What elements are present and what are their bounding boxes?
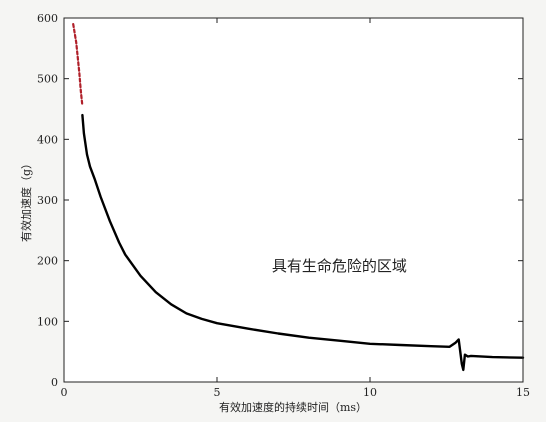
y-tick-label: 100 (37, 315, 58, 328)
x-tick-label: 15 (516, 386, 530, 399)
tick-layer: 0 5 10 15 0 100 200 300 400 500 600 (37, 12, 530, 399)
y-tick-label: 400 (37, 133, 58, 146)
y-tick-label: 500 (37, 73, 58, 86)
y-axis-title: 有效加速度（g） (19, 158, 33, 242)
y-tick-label: 0 (51, 376, 58, 389)
plot-background (64, 18, 523, 382)
y-tick-label: 600 (37, 12, 58, 25)
series-line-solid (81, 113, 525, 372)
x-tick-label: 5 (214, 386, 221, 399)
x-tick-label: 0 (61, 386, 68, 399)
annotation-text: 具有生命危险的区域 (272, 257, 407, 275)
y-tick-label: 300 (37, 194, 58, 207)
series-line-dashed (72, 23, 84, 108)
y-tick-label: 200 (37, 255, 58, 268)
series-layer (72, 23, 525, 372)
x-tick-label: 10 (363, 386, 377, 399)
x-axis-title: 有效加速度的持续时间（ms） (219, 400, 367, 414)
